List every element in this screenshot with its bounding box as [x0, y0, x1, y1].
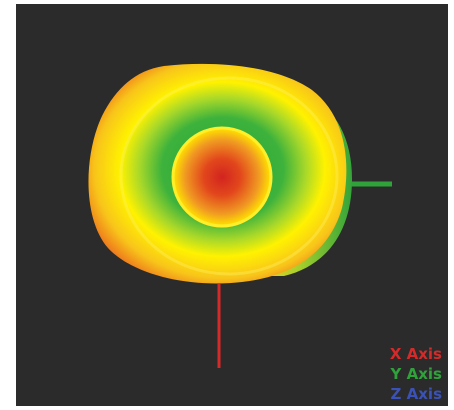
surface-ring-highlight	[119, 76, 339, 276]
surface-center-cap	[174, 129, 270, 225]
surface-plot	[88, 63, 392, 368]
legend-y-axis: Y Axis	[390, 365, 442, 383]
legend-z-axis: Z Axis	[390, 385, 442, 403]
axis-legend: X Axis Y Axis Z Axis	[390, 344, 442, 404]
legend-x-axis: X Axis	[389, 345, 442, 363]
surface-center-rim	[171, 126, 273, 228]
3d-viewport[interactable]: X Axis Y Axis Z Axis	[16, 4, 448, 406]
